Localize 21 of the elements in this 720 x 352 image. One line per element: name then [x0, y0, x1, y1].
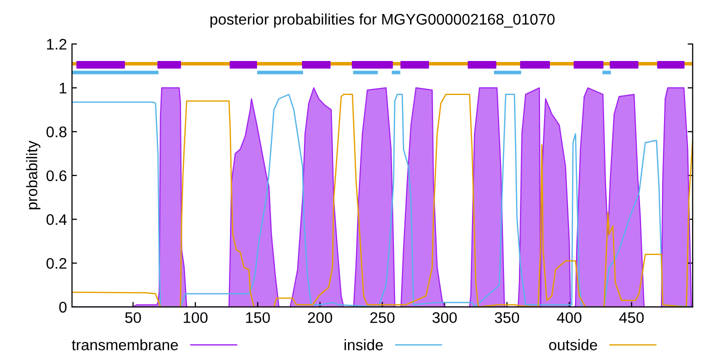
legend-label: transmembrane — [72, 339, 178, 350]
y-tick-label: 0.6 — [46, 170, 66, 182]
y-tick-label: 0.4 — [46, 214, 67, 225]
x-tick-label: 350 — [494, 312, 520, 324]
y-tick-label: 1 — [60, 82, 66, 94]
chart-title: posterior probabilities for MGYG000002168_01070 — [210, 13, 555, 28]
x-tick-label: 150 — [246, 312, 270, 324]
x-tick-label: 400 — [556, 312, 582, 324]
y-axis-title: probability — [26, 140, 40, 210]
y-tick-label: 1.2 — [47, 38, 66, 50]
x-tick-label: 300 — [432, 312, 457, 324]
x-tick-label: 250 — [370, 312, 394, 324]
x-tick-label: 100 — [184, 312, 208, 324]
y-tick-label: 0 — [59, 302, 67, 313]
y-tick-label: 0.2 — [46, 258, 66, 269]
x-tick-label: 200 — [308, 312, 332, 324]
y-tick-label: 0.8 — [46, 126, 66, 138]
x-tick-label: 50 — [125, 312, 141, 324]
x-tick-label: 450 — [619, 312, 644, 324]
legend-label: outside — [549, 339, 598, 350]
legend-label: inside — [344, 339, 383, 350]
